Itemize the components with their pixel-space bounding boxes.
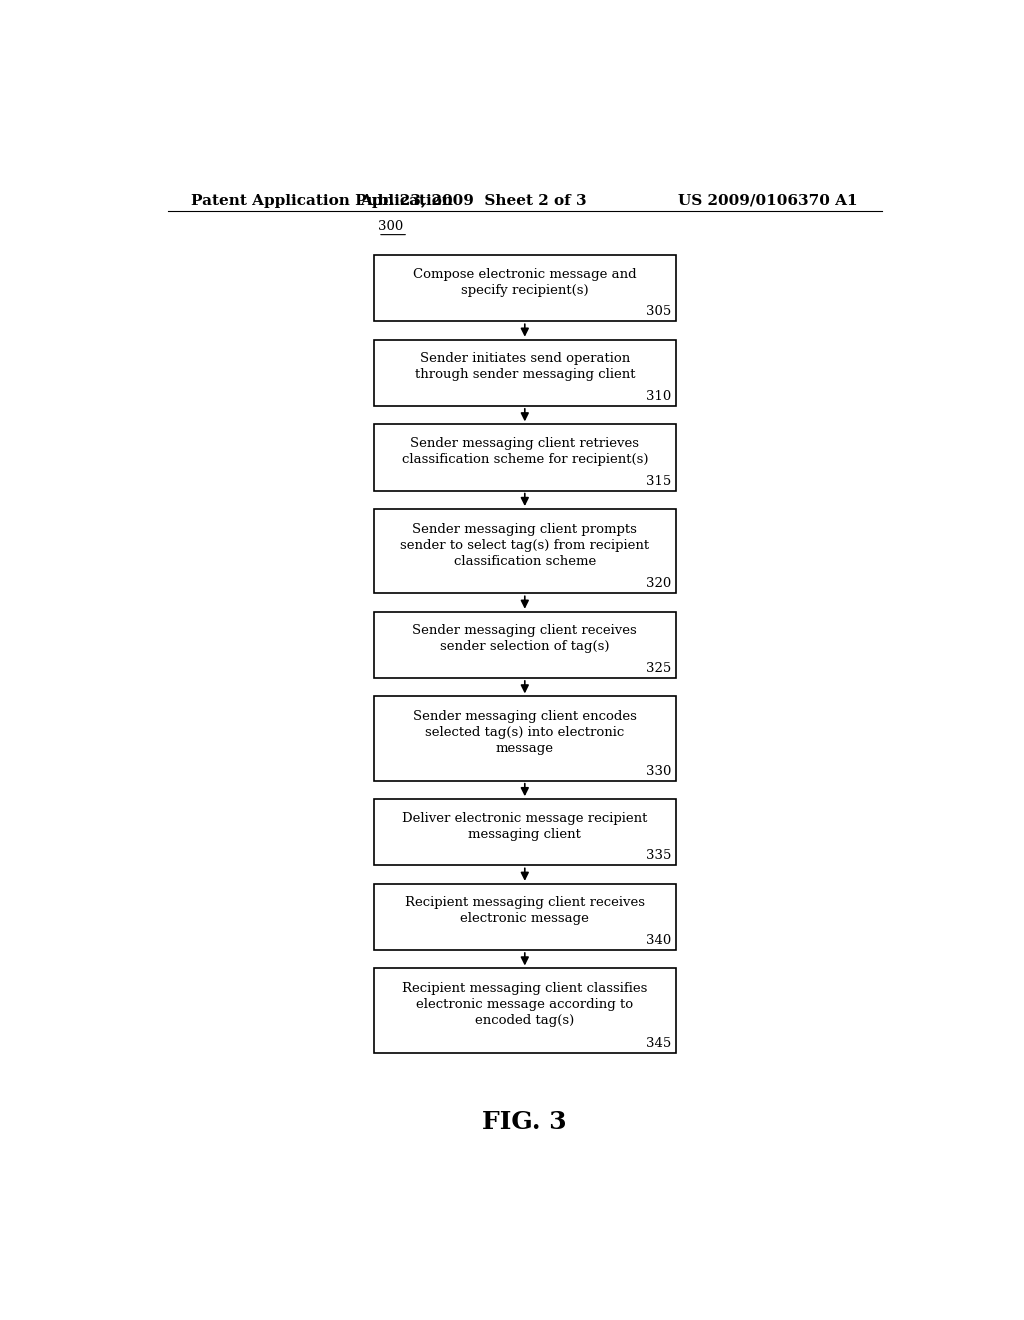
Text: Apr. 23, 2009  Sheet 2 of 3: Apr. 23, 2009 Sheet 2 of 3: [359, 194, 587, 209]
FancyBboxPatch shape: [374, 883, 676, 950]
Text: Sender initiates send operation
through sender messaging client: Sender initiates send operation through …: [415, 352, 635, 381]
Text: Deliver electronic message recipient
messaging client: Deliver electronic message recipient mes…: [402, 812, 647, 841]
FancyBboxPatch shape: [374, 255, 676, 321]
Text: 345: 345: [646, 1036, 672, 1049]
Text: FIG. 3: FIG. 3: [482, 1110, 567, 1134]
Text: 310: 310: [646, 389, 672, 403]
Text: US 2009/0106370 A1: US 2009/0106370 A1: [679, 194, 858, 209]
FancyBboxPatch shape: [374, 697, 676, 780]
Text: 330: 330: [646, 764, 672, 777]
FancyBboxPatch shape: [374, 969, 676, 1053]
FancyBboxPatch shape: [374, 510, 676, 594]
Text: 320: 320: [646, 577, 672, 590]
Text: Sender messaging client receives
sender selection of tag(s): Sender messaging client receives sender …: [413, 624, 637, 653]
FancyBboxPatch shape: [374, 611, 676, 678]
Text: 300: 300: [378, 219, 403, 232]
FancyBboxPatch shape: [374, 424, 676, 491]
Text: Sender messaging client encodes
selected tag(s) into electronic
message: Sender messaging client encodes selected…: [413, 710, 637, 755]
Text: Sender messaging client prompts
sender to select tag(s) from recipient
classific: Sender messaging client prompts sender t…: [400, 523, 649, 568]
Text: Recipient messaging client classifies
electronic message according to
encoded ta: Recipient messaging client classifies el…: [402, 982, 647, 1027]
Text: 335: 335: [646, 849, 672, 862]
Text: 325: 325: [646, 661, 672, 675]
FancyBboxPatch shape: [374, 339, 676, 407]
FancyBboxPatch shape: [374, 799, 676, 866]
Text: Sender messaging client retrieves
classification scheme for recipient(s): Sender messaging client retrieves classi…: [401, 437, 648, 466]
Text: 340: 340: [646, 935, 672, 946]
Text: 305: 305: [646, 305, 672, 318]
Text: 315: 315: [646, 475, 672, 487]
Text: Patent Application Publication: Patent Application Publication: [191, 194, 454, 209]
Text: Compose electronic message and
specify recipient(s): Compose electronic message and specify r…: [413, 268, 637, 297]
Text: Recipient messaging client receives
electronic message: Recipient messaging client receives elec…: [404, 896, 645, 925]
